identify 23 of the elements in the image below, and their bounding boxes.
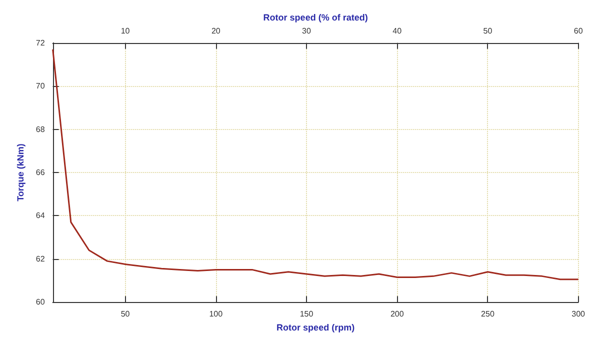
x-tick-label: 250 bbox=[481, 310, 495, 319]
x2-tick-label: 10 bbox=[120, 26, 130, 36]
y-tick-label: 64 bbox=[36, 211, 46, 220]
y-tick-label: 72 bbox=[36, 38, 46, 48]
y-axis-title: Torque (kNm) bbox=[16, 144, 26, 202]
x-tick-label: 100 bbox=[209, 310, 224, 319]
x-axis-title: Rotor speed (rpm) bbox=[276, 322, 355, 332]
y-tick-label: 66 bbox=[36, 168, 46, 177]
line-series bbox=[52, 48, 580, 280]
x2-tick-label: 40 bbox=[392, 26, 402, 36]
x2-tick-label: 30 bbox=[302, 26, 312, 36]
x2-axis-title: Rotor speed (% of rated) bbox=[263, 12, 368, 22]
x2-tick-label: 50 bbox=[483, 26, 493, 36]
x-tick-label: 50 bbox=[120, 310, 130, 319]
y-tick-label: 60 bbox=[36, 298, 46, 307]
y-tick-label: 70 bbox=[36, 82, 46, 91]
y-tick-label: 62 bbox=[36, 254, 46, 264]
x-tick-label: 200 bbox=[390, 310, 404, 319]
x-tick-label: 300 bbox=[572, 310, 586, 319]
x2-tick-label: 20 bbox=[211, 26, 221, 36]
x2-tick-label: 60 bbox=[574, 26, 584, 36]
y-tick-label: 68 bbox=[36, 124, 46, 134]
x-tick-label: 150 bbox=[300, 310, 314, 319]
